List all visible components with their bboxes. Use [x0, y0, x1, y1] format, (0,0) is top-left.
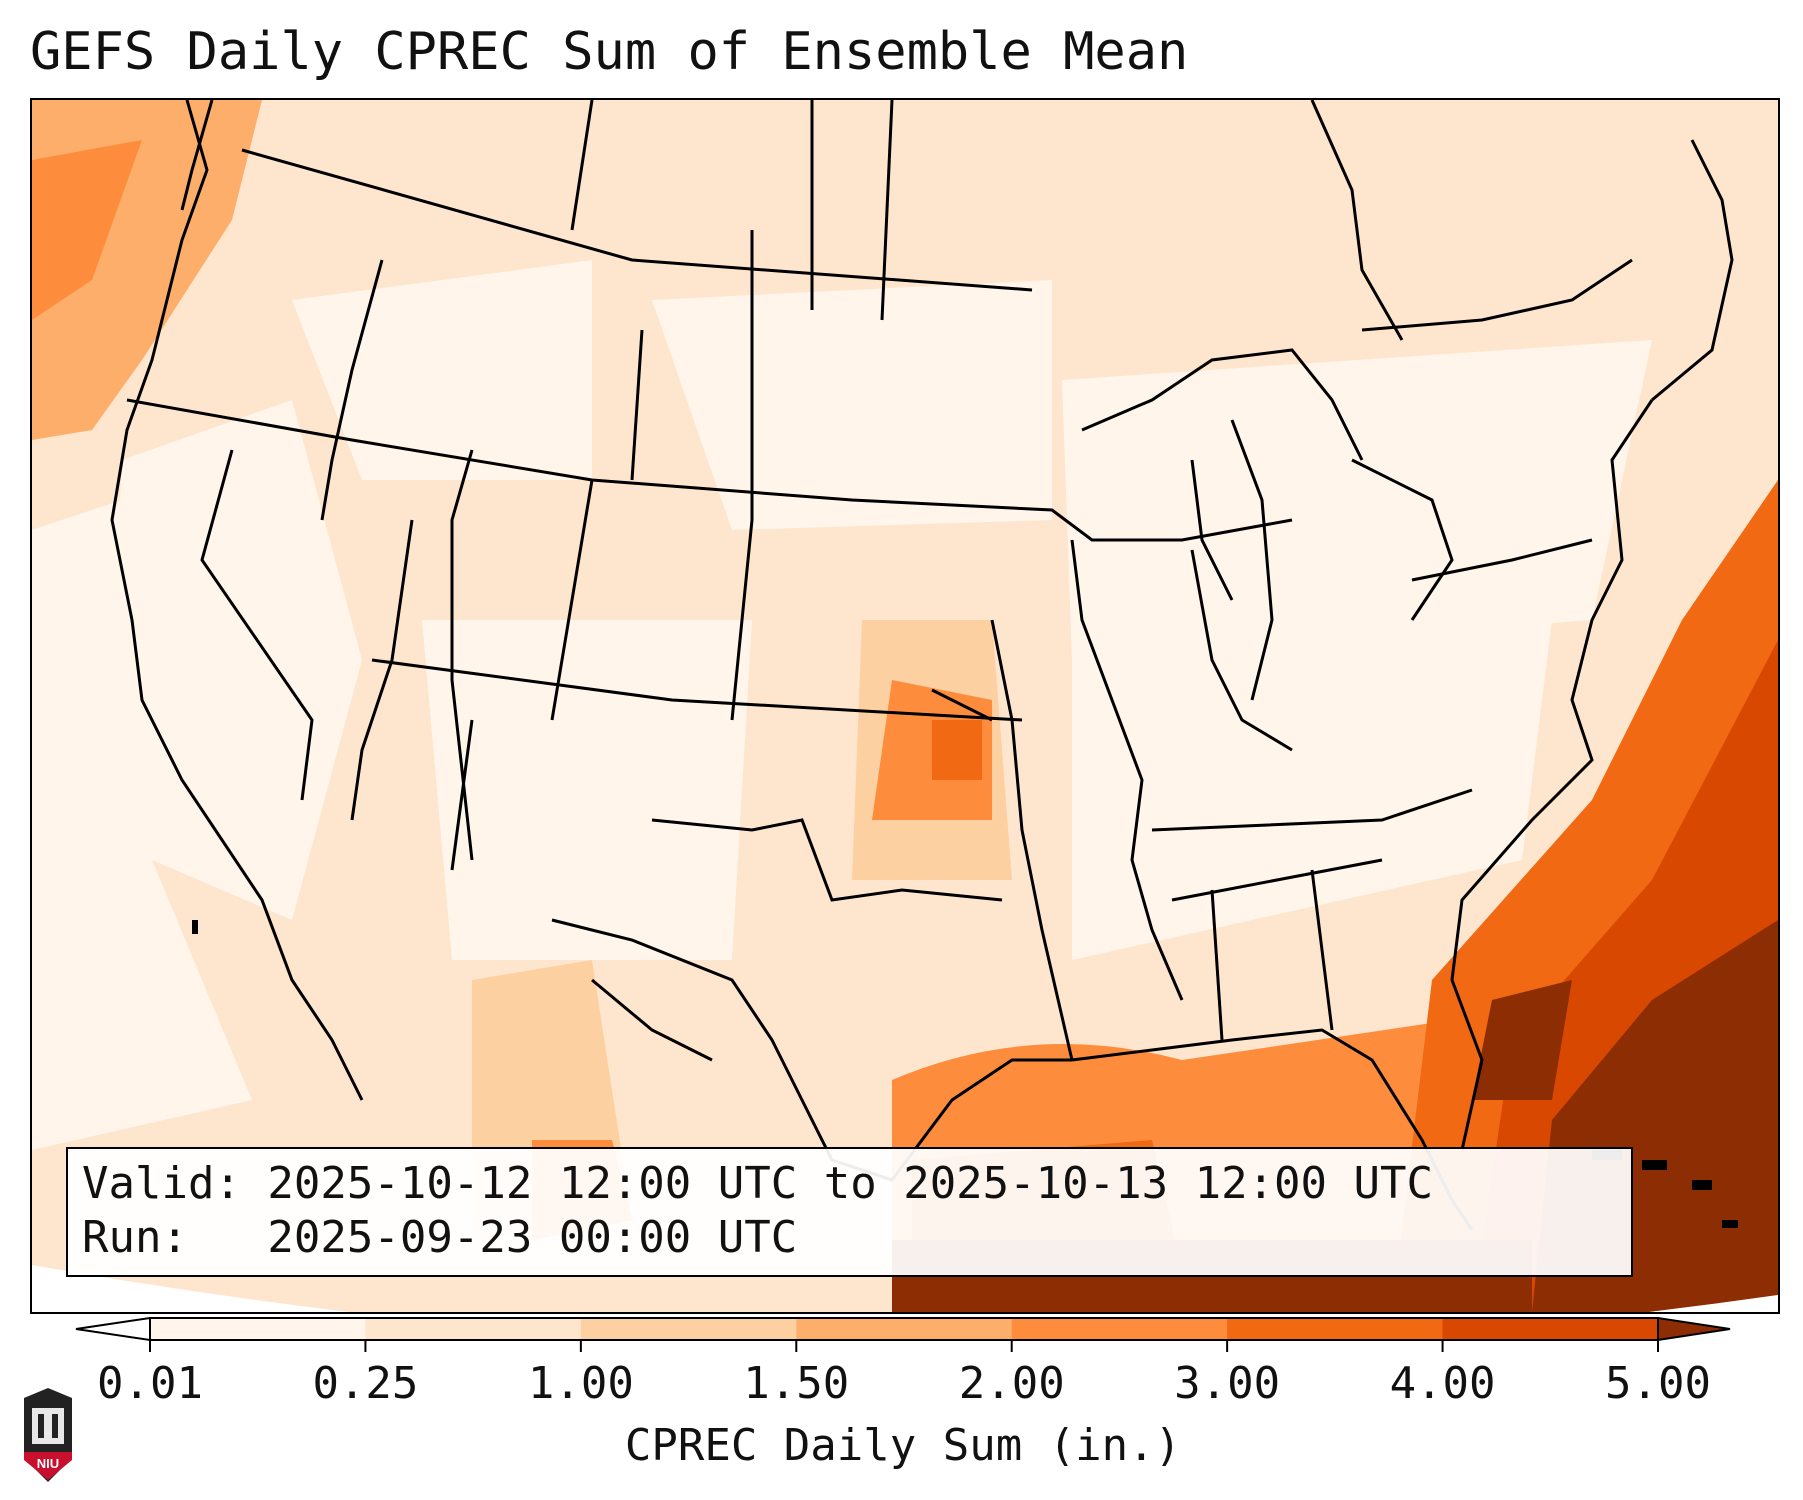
colorbar	[75, 1316, 1731, 1352]
colorbar-tick-label: 1.50	[743, 1358, 850, 1409]
colorbar-segment	[150, 1318, 366, 1340]
borders	[110, 100, 1734, 1231]
svg-text:NIU: NIU	[37, 1456, 59, 1471]
colorbar-segment	[365, 1318, 582, 1340]
colorbar-segment	[796, 1318, 1013, 1340]
colorbar-extend-high	[1657, 1316, 1731, 1342]
colorbar-tick-label: 1.00	[527, 1358, 634, 1409]
colorbar-tick-label: 5.00	[1605, 1358, 1711, 1409]
colorbar-segment	[1011, 1318, 1228, 1340]
colorbar-tick-label: 0.25	[312, 1358, 419, 1409]
colorbar-tick-label: 2.00	[958, 1358, 1065, 1409]
colorbar-segment	[1442, 1318, 1659, 1340]
colorbar-extend-low	[75, 1316, 151, 1342]
niu-logo-icon: NIU	[24, 1388, 72, 1482]
colorbar-tick-label: 0.01	[97, 1358, 203, 1409]
colorbar-label: CPREC Daily Sum (in.)	[624, 1420, 1182, 1471]
valid-time-text: Valid: 2025-10-12 12:00 UTC to 2025-10-1…	[82, 1158, 1434, 1209]
colorbar-segment	[580, 1318, 797, 1340]
colorbar-tick-label: 4.00	[1389, 1358, 1496, 1409]
colorbar-outline	[149, 1317, 1659, 1341]
precipitation-map[interactable]	[30, 98, 1780, 1314]
precip-field	[32, 100, 1778, 1312]
colorbar-tick-label: 3.00	[1174, 1358, 1281, 1409]
run-time-text: Run: 2025-09-23 00:00 UTC	[82, 1212, 798, 1263]
map-svg	[32, 100, 1778, 1312]
colorbar-segment	[1227, 1318, 1444, 1340]
map-title: GEFS Daily CPREC Sum of Ensemble Mean	[30, 22, 1189, 82]
validity-info-box: Valid: 2025-10-12 12:00 UTC to 2025-10-1…	[66, 1147, 1633, 1277]
